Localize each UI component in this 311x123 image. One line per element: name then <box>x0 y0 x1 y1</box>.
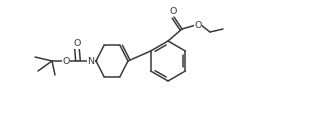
Text: O: O <box>169 7 177 16</box>
Text: O: O <box>73 39 81 48</box>
Text: O: O <box>194 21 202 30</box>
Text: N: N <box>87 56 95 66</box>
Text: O: O <box>62 56 70 66</box>
